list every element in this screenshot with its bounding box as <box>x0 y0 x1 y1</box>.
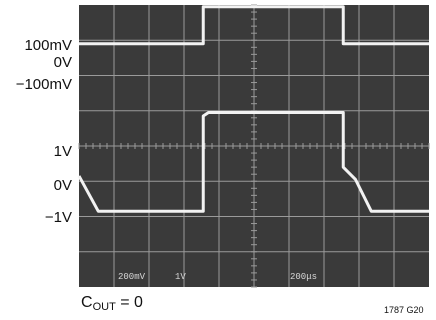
scope-screen-labels: 200mV 1V 200μs <box>118 272 317 282</box>
y-label-minus-1V: −1V <box>44 209 72 226</box>
screen-label-volts-top: 200mV <box>118 272 146 282</box>
cout-subscript: OUT <box>92 301 116 313</box>
y-label-0V-bottom: 0V <box>53 177 72 194</box>
trace-input <box>77 111 429 213</box>
screen-label-time: 200μs <box>290 272 317 282</box>
scope-grid <box>78 4 430 288</box>
screen-label-volts-bottom: 1V <box>175 272 186 282</box>
y-label-minus-100mV: −100mV <box>15 76 72 93</box>
cout-caption: COUT = 0 <box>81 294 143 313</box>
figure-id: 1787 G20 <box>384 305 424 315</box>
y-label-0V-top: 0V <box>53 54 72 71</box>
cout-rest: = 0 <box>115 294 143 311</box>
y-label-1V: 1V <box>53 143 72 160</box>
trace-output <box>79 5 429 46</box>
y-label-100mV: 100mV <box>24 37 72 54</box>
cout-main: C <box>81 294 93 311</box>
scope-traces <box>77 5 429 213</box>
